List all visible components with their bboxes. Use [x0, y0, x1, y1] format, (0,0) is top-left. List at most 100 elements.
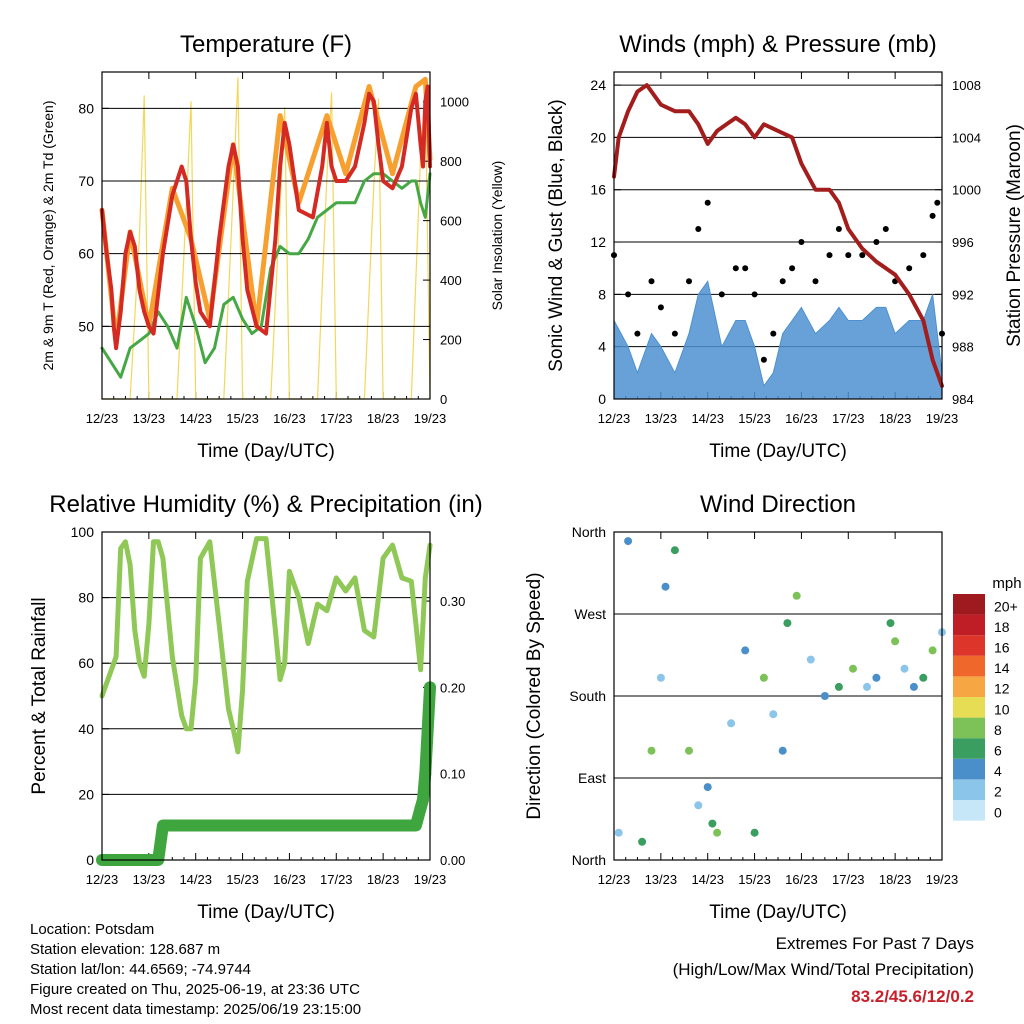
x-tick-label: 17/23: [832, 411, 865, 426]
gust-point: [859, 252, 866, 259]
gust-point: [779, 278, 786, 285]
y-right-tick-label: 1000: [952, 183, 981, 198]
x-tick-label: 18/23: [367, 872, 400, 887]
direction-point: [863, 682, 871, 691]
legend-title: mph: [992, 575, 1021, 592]
y-right-tick-label: 1000: [440, 95, 469, 110]
series-relative-humidity: [99, 536, 433, 755]
gust-point: [845, 252, 852, 259]
x-tick-label: 15/23: [226, 411, 259, 426]
legend-swatch: [953, 717, 985, 739]
extremes-values: 83.2/45.6/12/0.2: [851, 987, 974, 1006]
panel-2: Winds (mph) & Pressure (mb) Time (Day/UTC…: [546, 31, 1024, 462]
rainfall-point: [419, 767, 432, 780]
direction-point: [900, 664, 909, 673]
x-tick-label: 12/23: [86, 411, 119, 426]
rainfall-point: [417, 793, 429, 806]
series-2m-t: [100, 84, 432, 351]
direction-point: [886, 619, 895, 628]
series-total-rainfall: [96, 681, 436, 866]
y-tick-label: 4: [598, 339, 606, 355]
legend-swatch: [953, 614, 985, 636]
y-tick-label: 12: [590, 234, 606, 250]
x-tick-label: 13/23: [133, 872, 166, 887]
gust-point: [873, 239, 880, 245]
direction-point: [750, 828, 759, 837]
y-axis-label: Direction (Colored By Speed): [524, 572, 545, 819]
x-tick-label: 13/23: [645, 411, 678, 426]
y-axis-label: 2m & 9m T (Red, Orange) & 2m Td (Green): [40, 101, 56, 371]
gust-point: [732, 265, 739, 272]
legend-label: 8: [994, 722, 1002, 738]
gust-point: [742, 265, 749, 272]
y-right-tick-label: 1008: [952, 78, 981, 93]
y-right-tick-label: 1004: [952, 130, 981, 145]
y-right-tick-label: 0.20: [440, 680, 465, 695]
panel-4: Wind Direction Time (Day/UTC) 12/23 13/23 14…: [524, 491, 1022, 923]
panel-3: Relative Humidity (%) & Precipitation (i…: [29, 491, 483, 923]
y-right-tick-label: 984: [952, 392, 974, 407]
legend-swatch: [953, 800, 985, 821]
info-latlon: Station lat/lon: 44.6569; -74.9744: [30, 961, 252, 978]
x-tick-label: 15/23: [738, 411, 771, 426]
direction-point: [820, 692, 829, 700]
legend-swatch: [953, 779, 985, 800]
x-tick-label: 12/23: [598, 411, 631, 426]
direction-point: [727, 719, 736, 728]
y-tick-label: South: [569, 688, 606, 704]
gust-point: [704, 199, 711, 206]
direction-point: [783, 619, 792, 628]
info-location: Location: Potsdam: [30, 921, 155, 938]
x-tick-label: 19/23: [414, 872, 447, 887]
gust-point: [934, 199, 941, 206]
y-tick-label: 20: [78, 786, 94, 802]
y-axis-label: Sonic Wind & Gust (Blue, Black): [546, 99, 567, 371]
x-tick-label: 18/23: [879, 872, 912, 887]
panel-title: Temperature (F): [180, 31, 352, 58]
direction-point: [792, 591, 801, 600]
direction-point: [909, 682, 918, 691]
y-right-tick-label: 0.10: [440, 767, 465, 782]
y-tick-label: 50: [78, 318, 94, 334]
x-tick-label: 15/23: [226, 872, 259, 887]
legend-swatch: [953, 697, 985, 718]
direction-point: [834, 682, 843, 691]
x-tick-label: 16/23: [273, 411, 306, 426]
x-axis-label: Time (Day/UTC): [197, 902, 335, 923]
direction-point: [849, 664, 857, 673]
info-recent: Most recent data timestamp: 2025/06/19 2…: [30, 1001, 362, 1018]
gust-point: [760, 356, 767, 363]
gust-point: [929, 212, 936, 219]
x-axis-label: Time (Day/UTC): [709, 441, 847, 462]
direction-point: [928, 646, 937, 655]
direction-point: [647, 746, 656, 755]
direction-point: [919, 673, 928, 682]
y-tick-label: 70: [78, 173, 94, 189]
gust-point: [657, 304, 664, 311]
x-tick-label: 15/23: [738, 872, 771, 887]
y-right-tick-label: 0.30: [440, 594, 465, 609]
y-tick-label: North: [572, 852, 606, 868]
legend-label: 12: [994, 681, 1010, 697]
gust-point: [826, 252, 833, 259]
y-right-tick-label: 800: [440, 154, 462, 169]
panel-title: Relative Humidity (%) & Precipitation (i…: [49, 491, 482, 518]
legend-label: 14: [994, 660, 1010, 676]
direction-point: [713, 828, 722, 837]
x-axis-label: Time (Day/UTC): [197, 441, 335, 462]
x-tick-label: 17/23: [832, 872, 865, 887]
y-tick-label: 24: [590, 77, 606, 93]
rainfall-markers: [414, 681, 436, 815]
plot-frame: [101, 71, 431, 400]
direction-point: [670, 546, 679, 555]
legend-label: 6: [994, 743, 1002, 759]
series-wind-direction: [614, 537, 946, 846]
gust-point: [770, 330, 777, 337]
y-tick-label: 0: [86, 852, 94, 868]
gust-point: [634, 330, 641, 337]
plot-frame: [613, 531, 943, 861]
x-tick-label: 13/23: [645, 872, 678, 887]
gust-point: [625, 291, 632, 298]
extremes-title: Extremes For Past 7 Days: [775, 934, 974, 953]
x-tick-label: 17/23: [320, 872, 353, 887]
